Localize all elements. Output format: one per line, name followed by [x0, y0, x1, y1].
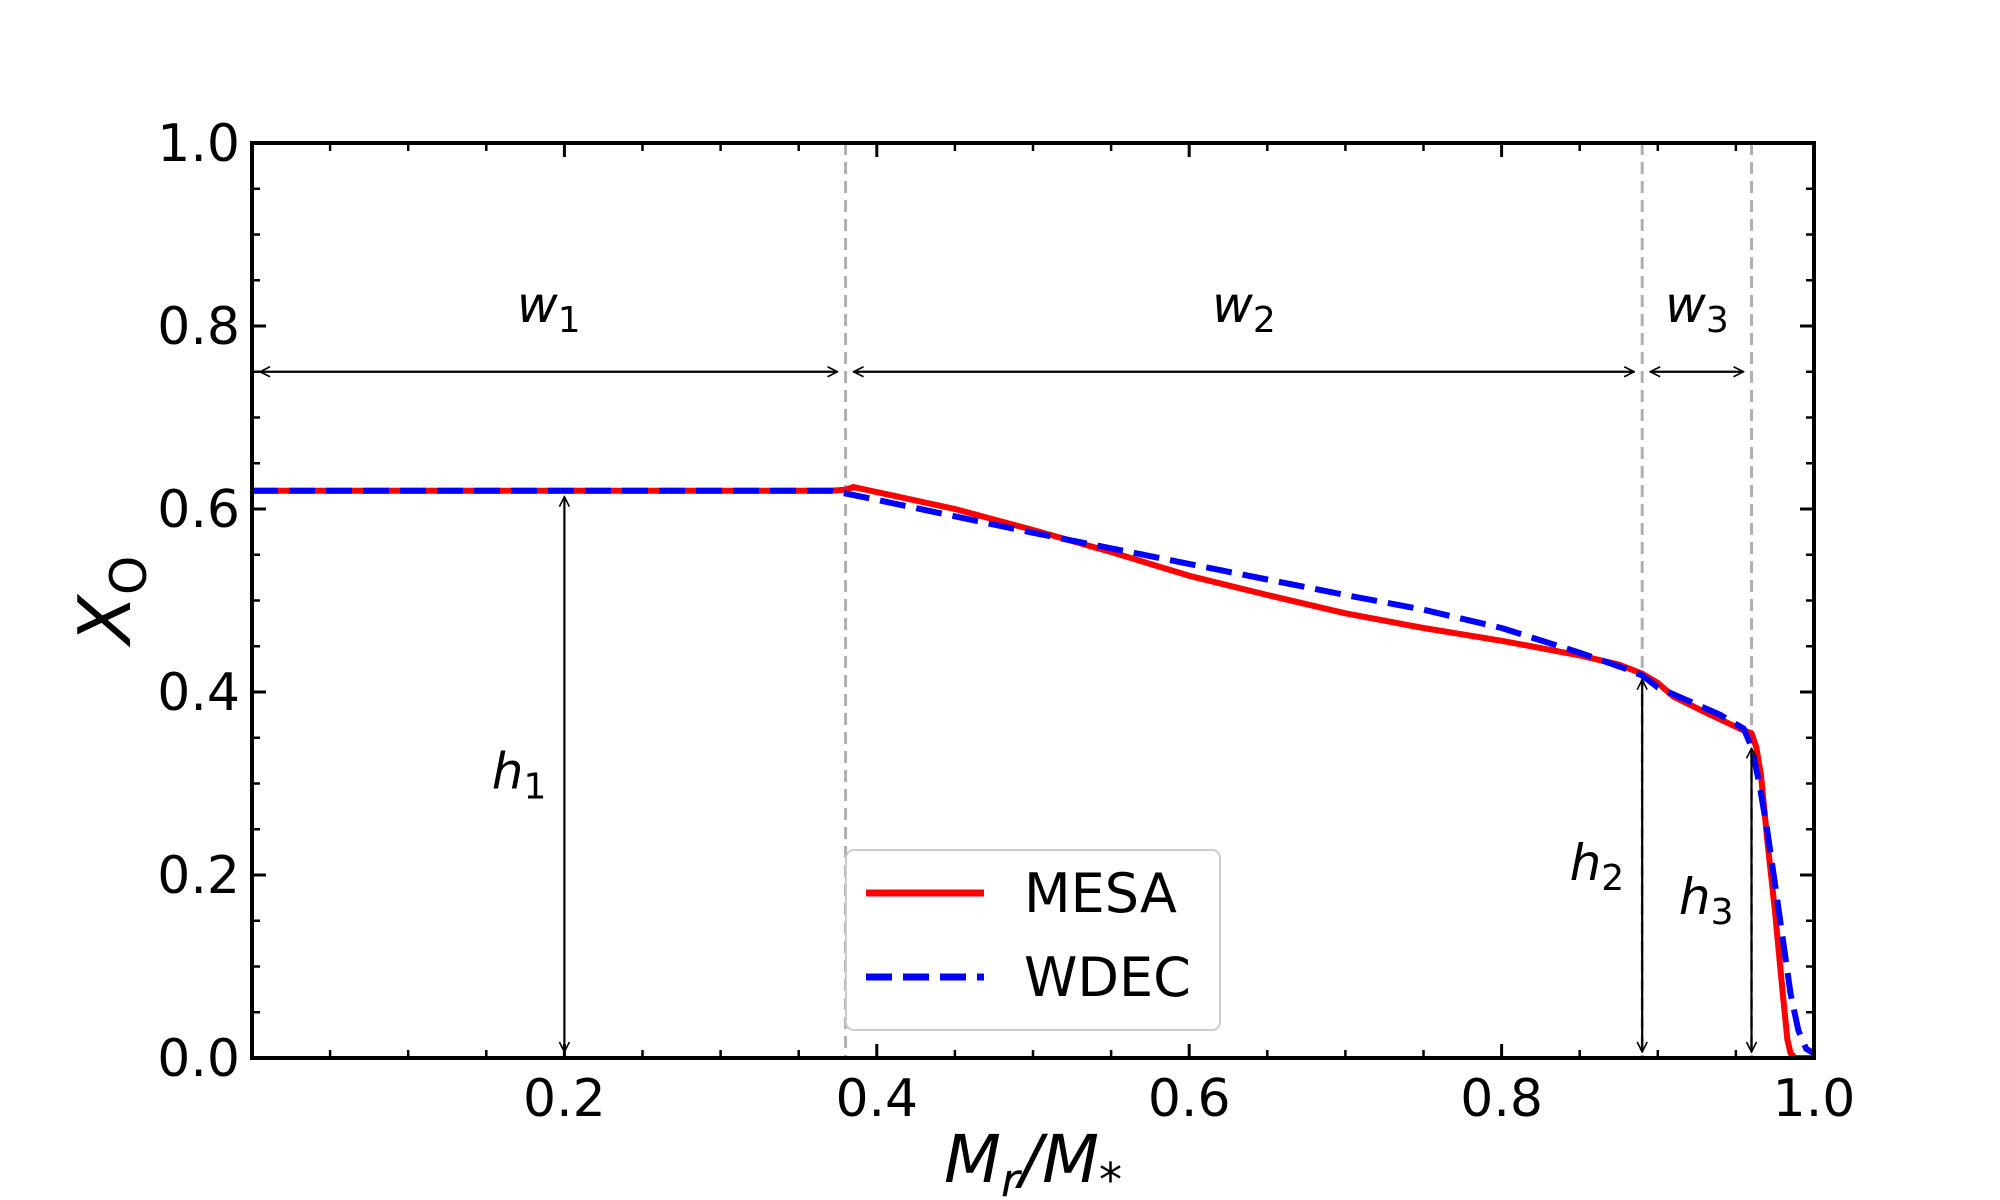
height-label-3: h3 — [1679, 868, 1734, 933]
x-tick-label: 0.8 — [1460, 1069, 1543, 1129]
annotations: w1 w2 w3 h1 h2 h3 — [260, 276, 1752, 1052]
x-tick-label: 0.4 — [835, 1069, 918, 1129]
legend: MESA WDEC — [845, 849, 1221, 1031]
y-tick-label: 0.2 — [157, 846, 240, 906]
legend-mesa-label: MESA — [1024, 862, 1177, 925]
x-tick-label: 0.2 — [523, 1069, 606, 1129]
x-axis-label: Mr/M* — [944, 1121, 1122, 1200]
y-tick-label: 0.8 — [157, 297, 240, 357]
legend-wdec-label: WDEC — [1024, 946, 1191, 1009]
x-tick-label: 1.0 — [1773, 1069, 1856, 1129]
y-tick-label: 0.4 — [157, 663, 240, 723]
x-tick-label: 0.6 — [1148, 1069, 1231, 1129]
series-line-wdec — [252, 487, 1814, 1056]
width-label-1: w1 — [517, 276, 581, 341]
width-label-2: w2 — [1212, 276, 1276, 341]
data-series — [252, 484, 1814, 1058]
y-tick-label: 1.0 — [157, 114, 240, 174]
height-label-1: h1 — [492, 742, 547, 807]
axis-ticks: 0.2 0.4 0.6 0.8 1.0 0.0 0.2 0.4 0.6 0.8 1.0 — [157, 114, 1855, 1129]
y-tick-label: 0.6 — [157, 480, 240, 540]
width-label-3: w3 — [1665, 276, 1729, 341]
y-axis-label: XO — [63, 556, 158, 649]
series-line-mesa — [252, 484, 1814, 1058]
height-label-2: h2 — [1570, 834, 1625, 899]
y-tick-label: 0.0 — [157, 1029, 240, 1089]
